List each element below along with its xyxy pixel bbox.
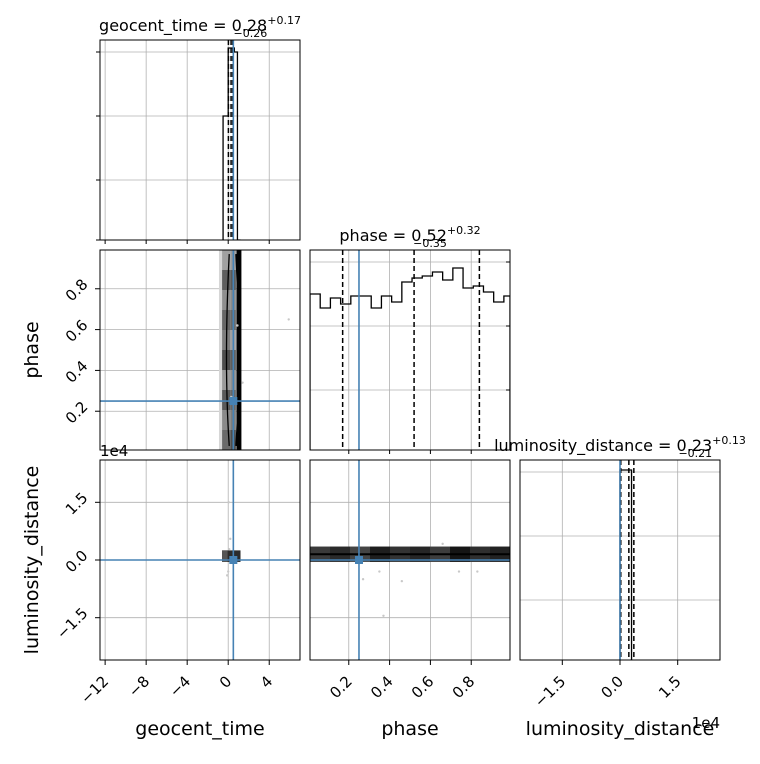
title-text: phase = <box>339 226 411 245</box>
hist-step-luminosity_distance <box>619 469 633 660</box>
truth-marker <box>229 556 238 564</box>
contour-line <box>225 254 230 446</box>
truth-marker <box>229 397 238 406</box>
sample-point <box>378 570 381 573</box>
x-tick-label: −1.5 <box>531 672 569 710</box>
sample-point <box>287 318 290 321</box>
y-tick-label: 0.2 <box>62 398 92 428</box>
x-tick-label: −4 <box>166 672 194 700</box>
title-median: 0.23 <box>677 436 713 455</box>
y-tick-label: 0.0 <box>62 547 92 577</box>
density-cell <box>222 290 231 310</box>
title-phase: phase = 0.52+0.32 −0.35 <box>339 224 480 250</box>
hist-panel-luminosity_distance <box>520 460 720 660</box>
title-plus: +0.13 <box>712 434 746 447</box>
sample-point <box>361 578 365 581</box>
y-tick-label: 0.8 <box>62 275 92 305</box>
y-axis-label-luminosity_distance: luminosity_distance <box>21 466 43 655</box>
title-plus: +0.17 <box>267 14 301 27</box>
panel-phase-vs-luminosity_distance <box>310 460 510 660</box>
x-tick-label: 4 <box>257 672 276 691</box>
density-cell <box>218 250 223 450</box>
density-cell <box>222 270 231 290</box>
sample-point <box>229 537 232 541</box>
title-luminosity_distance: luminosity_distance = 0.23+0.13 −0.21 <box>494 434 746 460</box>
y-axis-label-phase: phase <box>21 321 43 378</box>
sample-point <box>225 574 229 577</box>
hist-panel-phase <box>310 250 510 450</box>
hist-frame-phase <box>309 249 511 451</box>
x-tick-label: 1.5 <box>655 672 685 702</box>
density-cell <box>222 310 231 330</box>
hist-step-phase <box>310 267 510 450</box>
density-cell <box>222 250 231 270</box>
y-tick-label: 1.5 <box>62 489 92 519</box>
frame-phase-vs-luminosity_distance <box>309 459 511 661</box>
sample-point <box>227 501 230 504</box>
title-median: 0.52 <box>411 226 447 245</box>
title-text: luminosity_distance = <box>494 436 676 456</box>
y-tick-label: 0.6 <box>62 316 92 346</box>
x-axis-label-luminosity_distance: luminosity_distance <box>526 718 715 740</box>
offset-label-x: 1e4 <box>692 714 720 732</box>
sample-point <box>228 548 231 551</box>
sample-point <box>236 324 239 327</box>
title-plus: +0.32 <box>447 224 481 237</box>
hist-panel-geocent_time <box>100 40 300 240</box>
title-median: 0.28 <box>232 16 268 35</box>
sample-point <box>227 570 230 573</box>
x-tick-label: −8 <box>125 672 153 700</box>
title-minus: −0.35 <box>413 237 447 250</box>
density-core <box>236 250 242 450</box>
sample-point <box>476 570 479 573</box>
frame-geocent_time-vs-phase <box>99 249 301 451</box>
title-minus: −0.21 <box>678 447 712 460</box>
offset-label-y: 1e4 <box>100 442 128 460</box>
x-tick-label: 0 <box>216 672 235 691</box>
x-tick-label: 0.2 <box>326 672 356 702</box>
x-axis-label-phase: phase <box>381 718 438 740</box>
x-tick-label: 0.8 <box>449 672 479 702</box>
sample-point <box>457 570 461 573</box>
density-cell <box>222 430 231 450</box>
x-tick-label: 0.6 <box>408 672 438 702</box>
density-cell <box>222 410 231 430</box>
hist-frame-geocent_time <box>99 39 301 241</box>
sample-point <box>441 542 444 546</box>
panel-geocent_time-vs-phase <box>100 250 300 450</box>
title-minus: −0.26 <box>234 27 268 40</box>
title-text: geocent_time = <box>99 16 232 36</box>
x-axis-label-geocent_time: geocent_time <box>135 718 264 740</box>
y-tick-label: −1.5 <box>53 604 91 642</box>
density-cell <box>222 390 231 410</box>
y-tick-label: 0.4 <box>62 357 92 387</box>
x-tick-label: −12 <box>77 672 112 707</box>
sample-point <box>241 381 244 384</box>
density-cell <box>222 550 228 562</box>
x-tick-label: 0.4 <box>367 672 397 702</box>
truth-marker <box>354 556 363 564</box>
sample-point <box>400 579 404 583</box>
title-geocent_time: geocent_time = 0.28+0.17 −0.26 <box>99 14 301 40</box>
x-tick-label: 0.0 <box>597 672 627 702</box>
panel-geocent_time-vs-luminosity_distance <box>100 460 300 660</box>
sample-point <box>382 614 385 617</box>
